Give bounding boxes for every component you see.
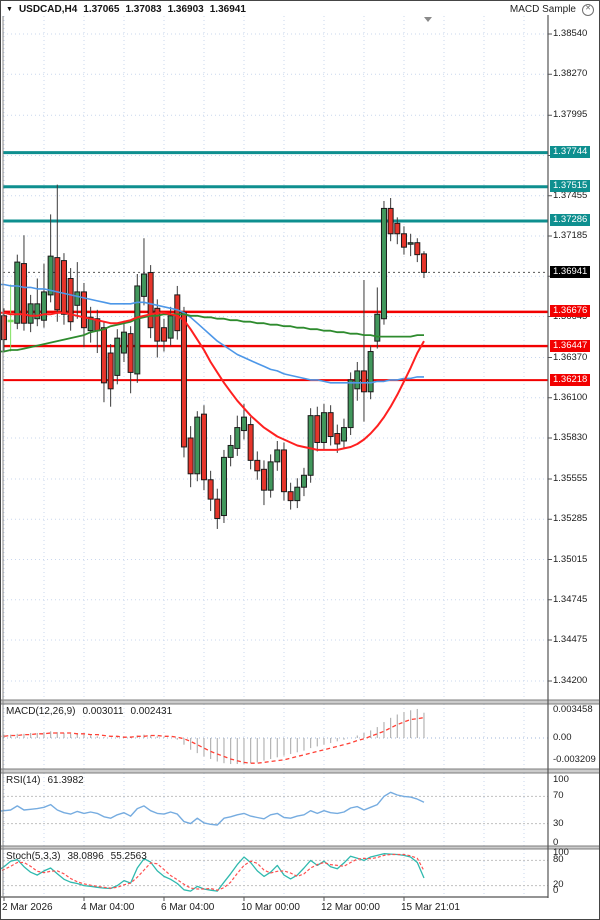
price-axis-label: 1.35830 bbox=[553, 432, 588, 443]
ohlc-open: 1.37065 bbox=[83, 4, 120, 15]
price-axis-label: 1.36100 bbox=[553, 391, 588, 403]
macd-indicator-label: MACD(12,26,9) 0.003011 0.002431 bbox=[6, 706, 172, 717]
time-axis-label: 10 Mar 00:00 bbox=[241, 902, 300, 913]
price-axis-label: 1.35555 bbox=[553, 473, 588, 484]
time-axis-label: 12 Mar 00:00 bbox=[321, 902, 380, 913]
rsi-axis-label: 30 bbox=[553, 818, 564, 829]
time-axis-label: 2 Mar 2026 bbox=[2, 902, 53, 913]
current-price-label: 1.36941 bbox=[550, 265, 591, 278]
stoch-axis-label: 100 bbox=[553, 847, 569, 858]
chart-titlebar: ▼ USDCAD,H4 1.37065 1.37083 1.36903 1.36… bbox=[1, 1, 599, 17]
price-axis-label: 1.36370 bbox=[553, 351, 588, 363]
ma-green-slowest bbox=[1, 313, 424, 353]
price-axis-label: 1.37185 bbox=[553, 230, 588, 241]
price-axis-label: 1.37455 bbox=[553, 189, 588, 201]
price-axis-label: 1.34200 bbox=[553, 675, 588, 686]
macd-name: MACD(12,26,9) bbox=[6, 706, 76, 717]
rsi-axis-label: 70 bbox=[553, 790, 564, 801]
symbol-dropdown-icon[interactable]: ▼ bbox=[6, 6, 13, 13]
rsi-axis-label: 0 bbox=[553, 837, 559, 848]
indicator-overlay-label: MACD Sample bbox=[509, 4, 576, 15]
stoch-value-k: 38.0896 bbox=[67, 851, 104, 862]
time-axis-label: 6 Mar 04:00 bbox=[161, 902, 215, 913]
stoch-name: Stoch(5,3,3) bbox=[6, 851, 61, 862]
rsi-name: RSI(14) bbox=[6, 775, 41, 786]
price-axis-label: 1.37995 bbox=[553, 109, 588, 121]
price-axis-label: 1.34475 bbox=[553, 634, 588, 645]
price-axis-label: 1.38540 bbox=[553, 28, 588, 39]
ohlc-close: 1.36941 bbox=[209, 4, 246, 15]
price-axis-label: 1.38270 bbox=[553, 68, 588, 80]
macd-axis-label: 0.003458 bbox=[553, 704, 593, 715]
price-axis-label: 1.35015 bbox=[553, 553, 588, 565]
resistance-price-label: 1.37286 bbox=[550, 214, 591, 227]
rsi-value: 61.3982 bbox=[47, 775, 84, 786]
rsi-indicator-label: RSI(14) 61.3982 bbox=[6, 775, 84, 786]
macd-value-signal: 0.002431 bbox=[130, 706, 173, 717]
chart-symbol-timeframe: USDCAD,H4 bbox=[18, 4, 78, 15]
ma-blue-slow bbox=[1, 283, 424, 384]
macd-axis-label: 0.00 bbox=[553, 732, 572, 743]
support-price-label: 1.36676 bbox=[550, 305, 591, 318]
time-axis-label: 4 Mar 04:00 bbox=[81, 902, 135, 913]
support-price-label: 1.36218 bbox=[550, 373, 591, 386]
indicator-remove-icon[interactable]: ✕ bbox=[582, 3, 594, 16]
support-price-label: 1.36447 bbox=[550, 339, 591, 352]
rsi-axis-label: 100 bbox=[553, 774, 569, 785]
stoch-axis-label: 20 bbox=[553, 879, 564, 890]
resistance-price-label: 1.37515 bbox=[550, 180, 591, 193]
ohlc-low: 1.36903 bbox=[167, 4, 204, 15]
stoch-indicator-label: Stoch(5,3,3) 38.0896 55.2563 bbox=[6, 851, 147, 862]
stoch-value-d: 55.2563 bbox=[110, 851, 147, 862]
price-axis-label: 1.35285 bbox=[553, 513, 588, 525]
macd-value-main: 0.003011 bbox=[82, 706, 124, 717]
resistance-price-label: 1.37744 bbox=[550, 146, 591, 159]
macd-axis-label: -0.003209 bbox=[553, 754, 596, 765]
ohlc-high: 1.37083 bbox=[125, 4, 162, 15]
price-axis-label: 1.34745 bbox=[553, 593, 588, 605]
stoch-axis-label: 80 bbox=[553, 854, 564, 865]
ma-red-fast bbox=[1, 311, 425, 451]
stoch-axis-label: 0 bbox=[553, 885, 559, 896]
time-axis-label: 15 Mar 21:01 bbox=[401, 902, 460, 913]
